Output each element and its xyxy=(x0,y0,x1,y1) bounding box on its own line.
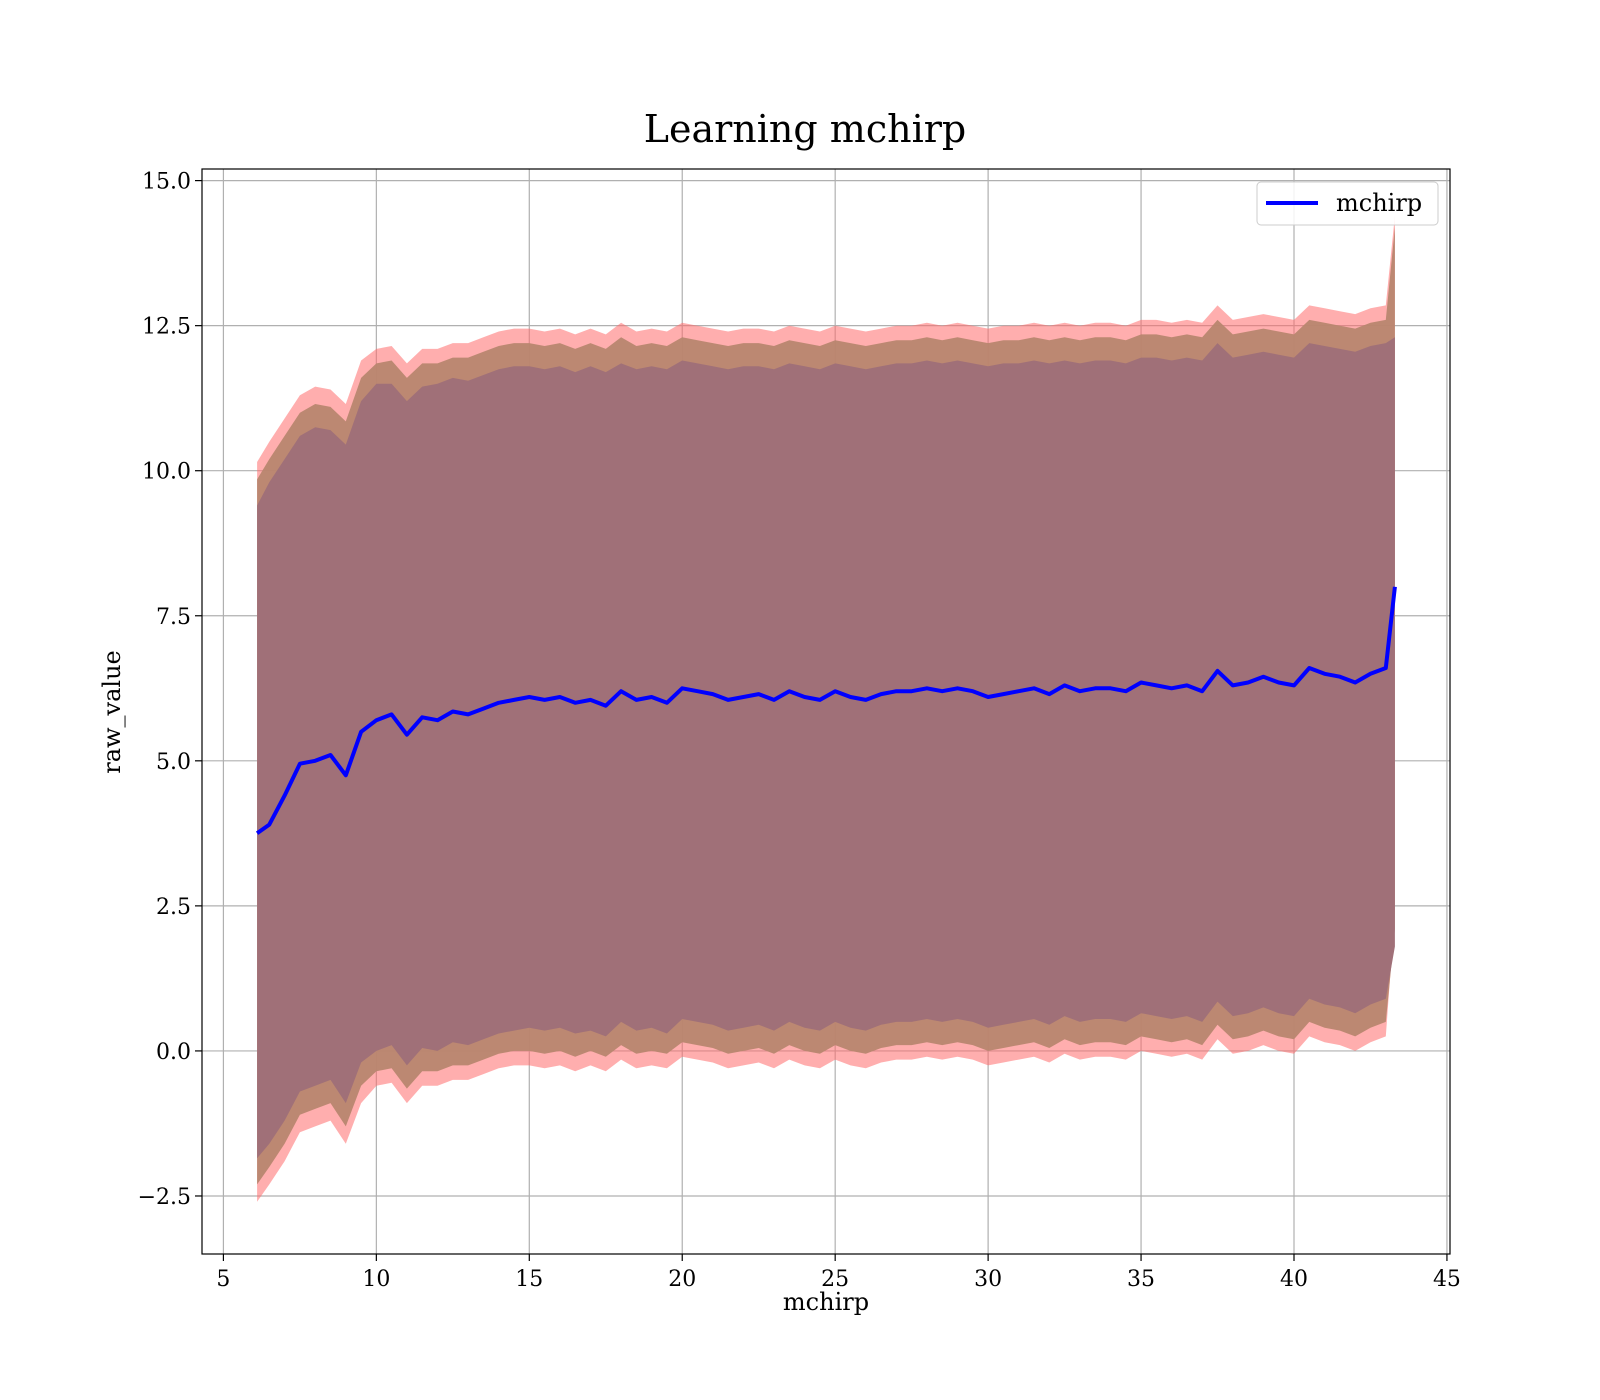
x-tick-label: 5 xyxy=(216,1267,230,1292)
x-axis-ticks: 5 10 15 20 25 30 35 40 45 xyxy=(216,1254,1461,1292)
legend: mchirp xyxy=(1256,181,1439,226)
plot-frame xyxy=(201,168,1451,1255)
y-tick-label: 0.0 xyxy=(156,1040,191,1065)
x-tick-label: 45 xyxy=(1433,1267,1461,1292)
x-tick-label: 10 xyxy=(362,1267,390,1292)
series-lines xyxy=(255,586,1397,835)
y-tick-label: 10.0 xyxy=(142,460,191,485)
x-tick-label: 25 xyxy=(821,1267,849,1292)
x-tick-label: 20 xyxy=(668,1267,696,1292)
y-tick-label: 15.0 xyxy=(142,170,191,195)
y-tick-label: −2.5 xyxy=(138,1185,191,1210)
x-tick-label: 35 xyxy=(1127,1267,1155,1292)
legend-label-mchirp: mchirp xyxy=(1336,189,1422,217)
y-tick-label: 2.5 xyxy=(156,895,191,920)
y-tick-label: 12.5 xyxy=(142,315,191,340)
x-tick-label: 30 xyxy=(974,1267,1002,1292)
band-inner xyxy=(257,337,1395,1159)
y-tick-label: 7.5 xyxy=(156,605,191,630)
legend-box xyxy=(1256,181,1439,226)
x-tick-label: 40 xyxy=(1280,1267,1308,1292)
y-axis-ticks: −2.5 0.0 2.5 5.0 7.5 10.0 12.5 15.0 xyxy=(138,170,202,1210)
series-line-mchirp xyxy=(255,586,1397,835)
chart-title: Learning mchirp xyxy=(644,107,966,151)
y-axis-label: raw_value xyxy=(98,650,126,774)
confidence-bands xyxy=(257,215,1395,1202)
x-axis-label: mchirp xyxy=(783,1288,869,1316)
y-tick-label: 5.0 xyxy=(156,750,191,775)
x-tick-label: 15 xyxy=(515,1267,543,1292)
